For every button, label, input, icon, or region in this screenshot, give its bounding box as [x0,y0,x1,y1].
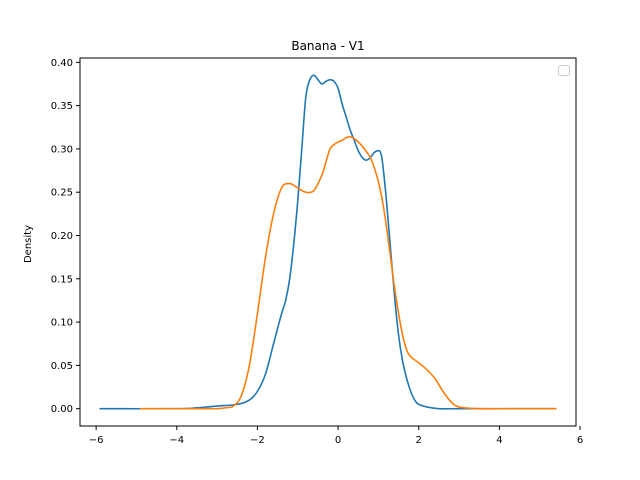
plot-frame [79,57,577,427]
x-tick-label: −6 [89,435,104,446]
y-tick-label: 0.15 [51,274,73,285]
y-axis-label: Density [23,225,34,263]
y-tick-label: 0.10 [51,318,73,329]
x-tick-label: 2 [416,435,422,446]
x-tick-label: −2 [250,435,265,446]
series-layer [99,74,557,410]
chart-title: Banana - V1 [291,39,364,53]
y-tick-label: 0.05 [51,361,73,372]
y-tick-label: 0.40 [51,58,73,69]
y-tick-label: 0.20 [51,231,73,242]
y-tick-label: 0.00 [51,404,73,415]
y-tick-label: 0.25 [51,188,73,199]
y-tick-label: 0.35 [51,101,73,112]
x-tick-label: 4 [496,435,502,446]
x-tick-label: −4 [169,435,184,446]
density-line-series-2 [139,135,557,410]
y-axis: 0.00 0.05 0.10 0.15 0.20 0.25 0.30 0.35 0.40 [51,58,80,415]
x-tick-label: 6 [577,435,583,446]
x-axis: −6 −4 −2 0 2 4 6 [89,426,583,446]
legend-box [558,65,570,76]
x-tick-label: 0 [335,435,341,446]
density-line-series-1 [99,74,557,410]
y-tick-label: 0.30 [51,144,73,155]
